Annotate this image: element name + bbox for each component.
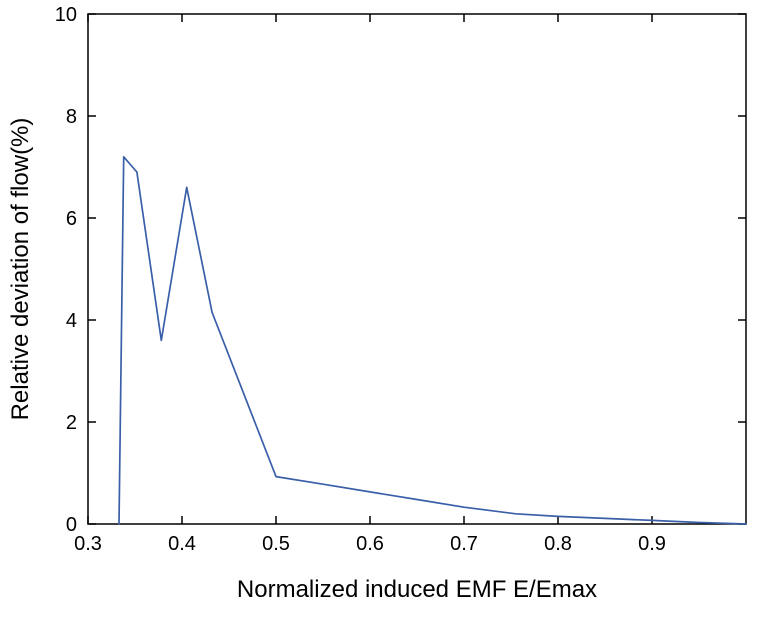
data-series-line [118,155,747,525]
x-axis-label: Normalized induced EMF E/Emax [237,576,597,603]
y-tick-label: 8 [66,106,77,128]
x-tick-label: 0.3 [74,533,102,555]
x-tick-label: 0.8 [544,533,572,555]
y-tick-label: 10 [55,4,77,26]
y-axis-label: Relative deviation of flow(%) [7,118,34,421]
axes-box [87,13,747,525]
y-tick-label: 6 [66,208,77,230]
x-tick-label: 0.4 [168,533,196,555]
x-tick-label: 0.9 [638,533,666,555]
plot-area: 0.3 0.4 0.5 0.6 0.7 0.8 0.9 0 2 4 6 8 10 [55,4,747,555]
x-tick-label: 0.6 [356,533,384,555]
y-tick-label: 0 [66,514,77,536]
y-tick-label: 2 [66,412,77,434]
y-tick-label: 4 [66,310,77,332]
x-tick-label: 0.7 [450,533,478,555]
x-tick-label: 0.5 [262,533,290,555]
